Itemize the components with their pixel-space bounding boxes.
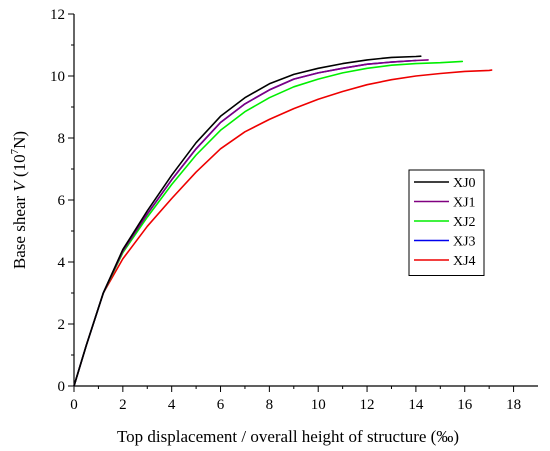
legend-box: [408, 169, 485, 276]
legend-label-xj2: XJ2: [453, 215, 476, 230]
y-axis-title: Base shear V (107N): [9, 131, 29, 269]
x-tick-label: 2: [119, 397, 127, 413]
y-tick-label: 4: [58, 255, 66, 271]
y-axis-title-unit-open: (10: [10, 154, 29, 181]
legend-label-xj4: XJ4: [453, 254, 476, 269]
x-tick-label: 16: [457, 397, 473, 413]
legend-label-xj0: XJ0: [453, 176, 476, 191]
y-axis-title-variable: V: [10, 179, 29, 192]
y-tick-label: 6: [58, 193, 66, 209]
x-tick-label: 0: [70, 397, 78, 413]
x-axis-title: Top displacement / overall height of str…: [117, 427, 459, 446]
axes: 0 2 4 6 8 10 12 14 16 18 0 2 4 6 8 10 12: [50, 7, 538, 413]
series-line-xj4: [73, 69, 493, 387]
y-axis-title-prefix: Base shear: [10, 192, 29, 269]
series-group: [73, 55, 493, 387]
x-tick-label: 6: [217, 397, 225, 413]
legend-label-xj3: XJ3: [453, 235, 476, 250]
series-line-xj0: [73, 55, 422, 387]
series-line-xj3: [73, 59, 417, 387]
x-tick-label: 10: [311, 397, 326, 413]
y-tick-label: 12: [50, 7, 65, 23]
y-axis-title-unit-close: N): [10, 131, 29, 149]
legend: XJ0 XJ1 XJ2 XJ3 XJ4: [408, 169, 485, 276]
y-axis-title-unit-exponent: 7: [9, 148, 21, 154]
x-tick-label: 4: [168, 397, 176, 413]
x-tick-label: 8: [266, 397, 274, 413]
y-tick-label: 10: [50, 69, 65, 85]
x-tick-label: 18: [506, 397, 521, 413]
x-tick-label: 14: [408, 397, 424, 413]
y-tick-label: 8: [58, 131, 66, 147]
series-line-xj2: [73, 60, 464, 387]
y-tick-label: 0: [58, 379, 66, 395]
y-tick-label: 2: [58, 317, 66, 333]
legend-label-xj1: XJ1: [453, 196, 476, 211]
x-tick-label: 12: [360, 397, 375, 413]
